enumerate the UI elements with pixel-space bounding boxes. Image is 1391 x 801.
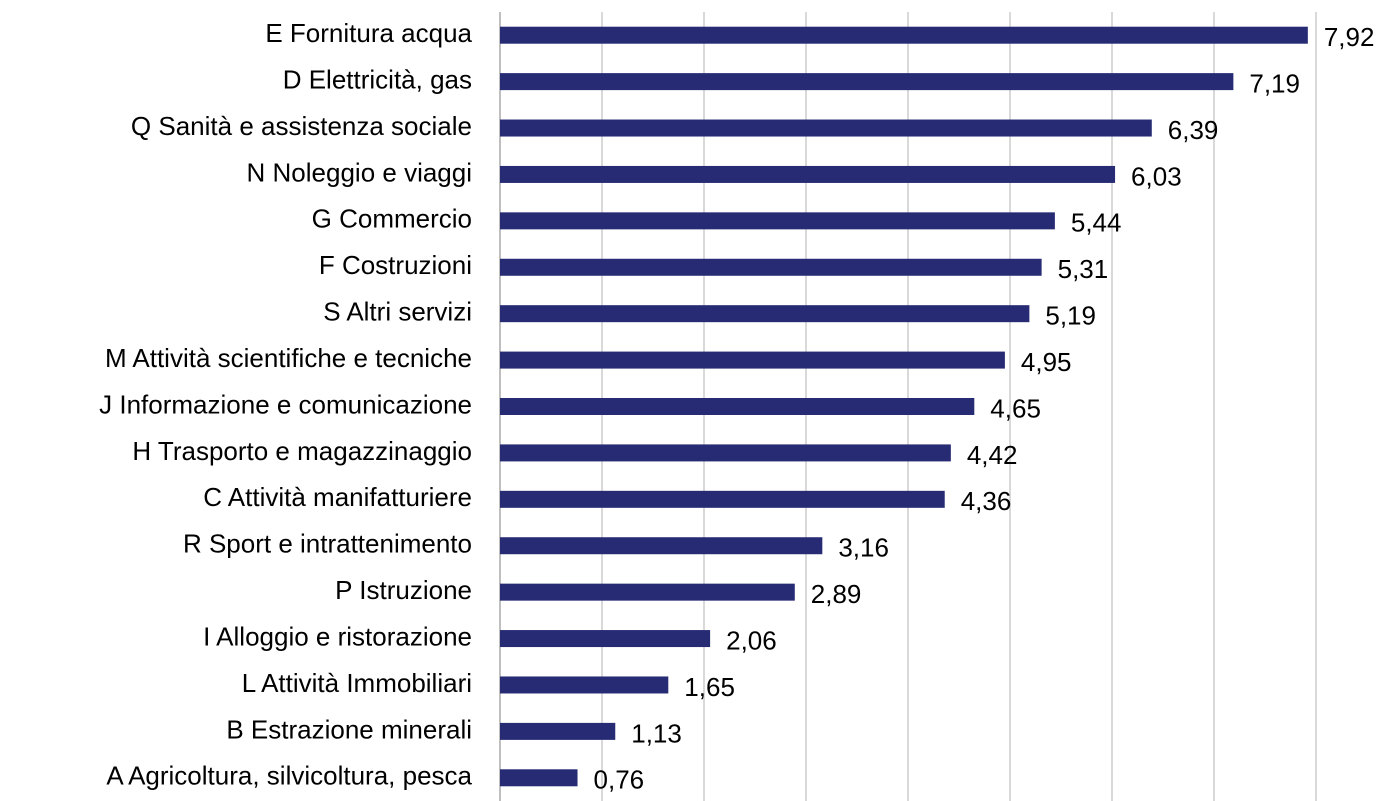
y-tick-label: D Elettricità, gas: [283, 64, 472, 94]
y-tick-label: B Estrazione minerali: [226, 714, 472, 744]
value-label: 5,19: [1045, 301, 1096, 331]
bar: [500, 537, 823, 555]
value-label: 0,76: [594, 765, 645, 795]
y-tick-label: F Costruzioni: [319, 250, 472, 280]
y-tick-label: E Fornitura acqua: [265, 18, 472, 48]
y-tick-label: G Commercio: [312, 204, 472, 234]
value-label: 5,44: [1071, 208, 1122, 238]
bar: [500, 769, 578, 787]
y-tick-label: M Attività scientifiche e tecniche: [105, 343, 472, 373]
bar: [500, 583, 795, 601]
bar: [500, 258, 1042, 276]
bar: [500, 630, 711, 648]
value-label: 7,92: [1324, 22, 1375, 52]
y-tick-label: N Noleggio e viaggi: [247, 157, 472, 187]
bar: [500, 444, 951, 462]
bar: [500, 73, 1234, 91]
bar: [500, 722, 616, 740]
value-label: 1,13: [631, 718, 682, 748]
value-label: 4,36: [961, 486, 1012, 516]
y-tick-label: I Alloggio e ristorazione: [203, 621, 472, 651]
y-tick-label: L Attività Immobiliari: [242, 668, 472, 698]
y-tick-label: C Attività manifatturiere: [203, 482, 472, 512]
value-label: 7,19: [1249, 68, 1300, 98]
value-label: 4,65: [990, 393, 1041, 423]
y-tick-label: A Agricoltura, silvicoltura, pesca: [106, 761, 472, 791]
bar: [500, 490, 945, 508]
value-label: 2,06: [726, 625, 777, 655]
y-tick-label: J Informazione e comunicazione: [99, 389, 472, 419]
value-label: 4,95: [1021, 347, 1072, 377]
value-label: 5,31: [1058, 254, 1109, 284]
value-label: 1,65: [684, 672, 735, 702]
value-label: 6,03: [1131, 161, 1182, 191]
y-tick-label: S Altri servizi: [323, 297, 472, 327]
value-label: 3,16: [838, 533, 889, 563]
y-tick-label: Q Sanità e assistenza sociale: [131, 111, 472, 141]
bar: [500, 26, 1308, 44]
value-label: 2,89: [811, 579, 862, 609]
y-tick-label: P Istruzione: [335, 575, 472, 605]
bar: [500, 398, 975, 415]
bar: [500, 119, 1152, 137]
bar: [500, 676, 669, 694]
bar: [500, 165, 1116, 183]
bar: [500, 212, 1055, 230]
bar: [500, 351, 1005, 369]
value-label: 4,42: [967, 440, 1018, 470]
value-label: 6,39: [1168, 115, 1219, 145]
y-tick-label: R Sport e intrattenimento: [183, 529, 472, 559]
y-tick-label: H Trasporto e magazzinaggio: [132, 436, 472, 466]
bar: [500, 305, 1030, 323]
